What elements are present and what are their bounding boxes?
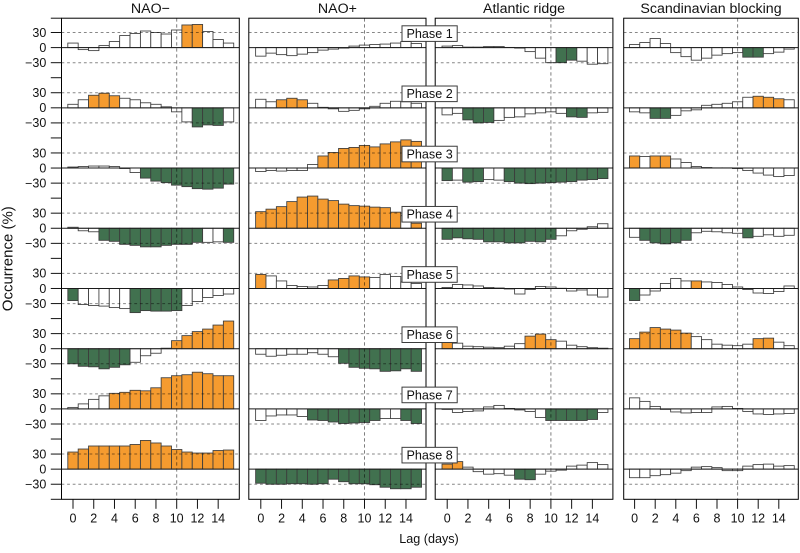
svg-text:−30: −30 (25, 237, 46, 251)
svg-text:12: 12 (751, 511, 765, 525)
svg-text:0: 0 (444, 511, 451, 525)
svg-text:10: 10 (358, 511, 372, 525)
svg-text:2: 2 (90, 511, 97, 525)
svg-text:Atlantic ridge: Atlantic ridge (483, 1, 565, 17)
svg-text:0: 0 (39, 462, 46, 476)
svg-text:0: 0 (631, 511, 638, 525)
svg-text:NAO−: NAO− (131, 1, 170, 17)
svg-text:2: 2 (652, 511, 659, 525)
svg-text:Occurrence (%): Occurrence (%) (0, 206, 17, 311)
svg-text:Lag (days): Lag (days) (399, 532, 459, 546)
svg-text:10: 10 (544, 511, 558, 525)
svg-text:0: 0 (39, 222, 46, 236)
svg-text:14: 14 (211, 511, 225, 525)
svg-text:30: 30 (32, 146, 46, 160)
svg-text:NAO+: NAO+ (318, 1, 357, 17)
svg-text:30: 30 (32, 267, 46, 281)
svg-text:30: 30 (32, 26, 46, 40)
svg-text:−30: −30 (25, 176, 46, 190)
svg-text:−30: −30 (25, 56, 46, 70)
svg-text:10: 10 (170, 511, 184, 525)
svg-text:Phase 3: Phase 3 (406, 147, 452, 161)
svg-text:30: 30 (32, 447, 46, 461)
svg-text:10: 10 (731, 511, 745, 525)
svg-text:−30: −30 (25, 357, 46, 371)
svg-text:30: 30 (32, 86, 46, 100)
svg-text:0: 0 (39, 402, 46, 416)
svg-text:2: 2 (278, 511, 285, 525)
svg-text:8: 8 (714, 511, 721, 525)
svg-text:0: 0 (39, 101, 46, 115)
svg-text:Phase 6: Phase 6 (406, 328, 452, 342)
svg-text:30: 30 (32, 387, 46, 401)
svg-text:30: 30 (32, 206, 46, 220)
svg-text:12: 12 (565, 511, 579, 525)
svg-text:14: 14 (772, 511, 786, 525)
svg-text:0: 0 (39, 161, 46, 175)
svg-text:Phase 1: Phase 1 (406, 27, 452, 41)
svg-text:Phase 8: Phase 8 (406, 449, 452, 463)
svg-text:Phase 4: Phase 4 (406, 208, 452, 222)
svg-text:30: 30 (32, 327, 46, 341)
svg-text:4: 4 (299, 511, 306, 525)
svg-text:8: 8 (527, 511, 534, 525)
svg-text:6: 6 (693, 511, 700, 525)
svg-text:2: 2 (464, 511, 471, 525)
svg-text:0: 0 (70, 511, 77, 525)
svg-text:6: 6 (506, 511, 513, 525)
svg-text:Phase 2: Phase 2 (406, 87, 452, 101)
svg-text:−30: −30 (25, 297, 46, 311)
svg-text:0: 0 (39, 41, 46, 55)
svg-text:8: 8 (152, 511, 159, 525)
svg-text:12: 12 (190, 511, 204, 525)
svg-text:−30: −30 (25, 417, 46, 431)
svg-text:0: 0 (39, 282, 46, 296)
svg-text:6: 6 (320, 511, 327, 525)
svg-text:0: 0 (39, 342, 46, 356)
svg-text:4: 4 (672, 511, 679, 525)
svg-text:14: 14 (585, 511, 599, 525)
svg-text:4: 4 (485, 511, 492, 525)
svg-text:Scandinavian blocking: Scandinavian blocking (640, 1, 781, 17)
svg-text:Phase 7: Phase 7 (406, 388, 452, 402)
svg-text:Phase 5: Phase 5 (406, 268, 452, 282)
svg-text:−30: −30 (25, 478, 46, 492)
svg-text:8: 8 (340, 511, 347, 525)
svg-text:0: 0 (257, 511, 264, 525)
svg-text:−30: −30 (25, 116, 46, 130)
svg-text:4: 4 (111, 511, 118, 525)
svg-text:6: 6 (132, 511, 139, 525)
svg-text:14: 14 (399, 511, 413, 525)
svg-text:12: 12 (378, 511, 392, 525)
